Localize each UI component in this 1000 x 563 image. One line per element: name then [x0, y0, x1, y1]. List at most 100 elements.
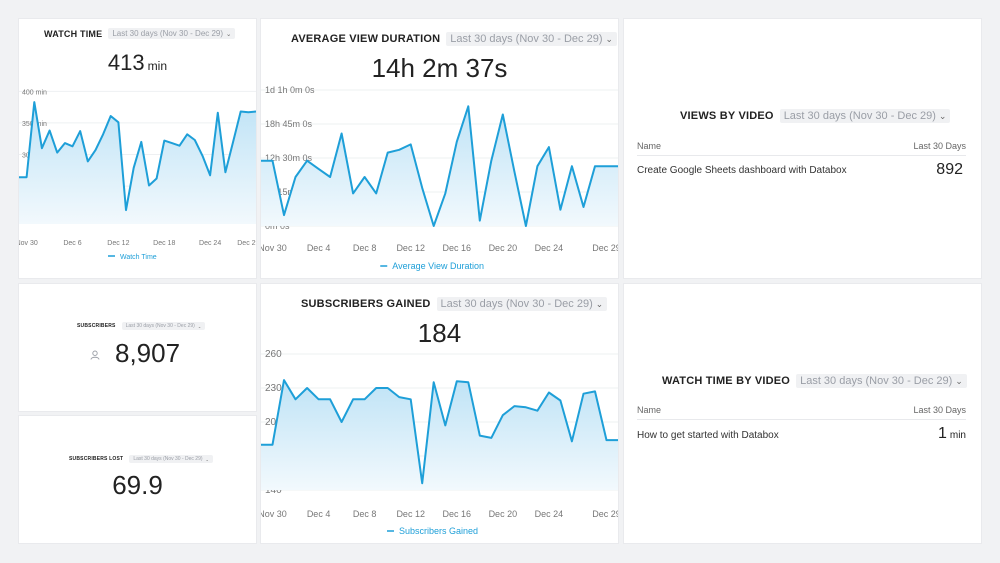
- chevron-down-icon: ⌄: [226, 30, 232, 38]
- avg-view-duration-header: AVERAGE VIEW DURATION Last 30 days (Nov …: [291, 32, 617, 46]
- views-by-video-row-name: Create Google Sheets dashboard with Data…: [637, 165, 847, 176]
- subscribers-gained-range-dropdown[interactable]: Last 30 days (Nov 30 - Dec 29) ⌄: [436, 297, 608, 311]
- series-line: [19, 101, 256, 212]
- x-tick-label: Dec 29: [592, 509, 618, 519]
- subscribers-value: 8,907: [115, 338, 181, 368]
- avg-view-duration-title: AVERAGE VIEW DURATION: [291, 33, 441, 45]
- x-tick-label: Dec 4: [307, 243, 331, 253]
- series-area: [261, 380, 618, 490]
- watch-time-by-video-card: WATCH TIME BY VIDEO Last 30 days (Nov 30…: [624, 284, 981, 543]
- watch-time-by-video-range-dropdown[interactable]: Last 30 days (Nov 30 - Dec 29) ⌄: [796, 374, 967, 388]
- views-by-video-col-period: Last 30 Days: [913, 141, 966, 151]
- chevron-down-icon: ⌄: [605, 33, 613, 44]
- y-tick-label: 140: [265, 485, 282, 496]
- legend-label: Watch Time: [120, 254, 157, 261]
- avg-view-duration-range-dropdown[interactable]: Last 30 days (Nov 30 - Dec 29) ⌄: [446, 32, 617, 46]
- watch-time-title: WATCH TIME: [44, 28, 103, 39]
- x-tick-label: Dec 12: [396, 243, 425, 253]
- x-tick-label: Dec 29: [592, 243, 618, 253]
- chevron-down-icon: ⌄: [938, 110, 947, 121]
- avg-view-duration-range-label: Last 30 days (Nov 30 - Dec 29): [450, 33, 603, 45]
- watch-time-by-video-title: WATCH TIME BY VIDEO: [662, 375, 791, 387]
- y-tick-label: 260: [265, 349, 282, 360]
- y-tick-label: 6h 15m 0s: [265, 187, 308, 197]
- avg-view-duration-value: 14h 2m 37s: [371, 53, 508, 83]
- x-tick-label: Dec 20: [489, 243, 518, 253]
- subscribers-gained-title: SUBSCRIBERS GAINED: [301, 298, 431, 310]
- subscribers-range-label: Last 30 days (Nov 30 - Dec 29): [125, 323, 195, 329]
- subscribers-lost-header: SUBSCRIBERS LOST Last 30 days (Nov 30 - …: [69, 455, 213, 463]
- x-tick-label: Dec 8: [353, 509, 377, 519]
- subscribers-range-dropdown[interactable]: Last 30 days (Nov 30 - Dec 29) ⌄: [121, 322, 206, 330]
- series-area: [19, 102, 256, 224]
- watch-time-number: 413: [107, 50, 145, 75]
- x-tick-label: Dec 18: [153, 240, 175, 247]
- watch-time-range-label: Last 30 days (Nov 30 - Dec 29): [112, 29, 224, 38]
- x-tick-label: Nov 30: [261, 243, 287, 253]
- series-line: [261, 105, 618, 227]
- subscribers-gained-range-label: Last 30 days (Nov 30 - Dec 29): [440, 298, 593, 310]
- views-by-video-card: VIEWS BY VIDEO Last 30 days (Nov 30 - De…: [624, 19, 981, 278]
- views-by-video-divider: [637, 155, 966, 156]
- subscribers-lost-title: SUBSCRIBERS LOST: [69, 456, 124, 462]
- y-tick-label: 18h 45m 0s: [265, 119, 313, 129]
- views-by-video-row-value: 892: [936, 161, 966, 179]
- chevron-down-icon: ⌄: [955, 375, 963, 386]
- y-tick-label: 400 min: [22, 89, 47, 96]
- chevron-down-icon: ⌄: [197, 323, 202, 329]
- x-tick-label: Dec 24: [535, 243, 564, 253]
- user-icon: [90, 350, 100, 360]
- subscribers-lost-range-label: Last 30 days (Nov 30 - Dec 29): [133, 456, 203, 462]
- x-tick-label: Nov 30: [19, 240, 38, 247]
- subscribers-gained-card: SUBSCRIBERS GAINED Last 30 days (Nov 30 …: [261, 284, 618, 543]
- subscribers-lost-range-dropdown[interactable]: Last 30 days (Nov 30 - Dec 29) ⌄: [129, 455, 213, 463]
- y-tick-label: 230: [265, 383, 282, 394]
- watch-time-by-video-header: WATCH TIME BY VIDEO Last 30 days (Nov 30…: [662, 374, 967, 388]
- watch-time-unit: min: [147, 59, 168, 73]
- x-tick-label: Dec 20: [489, 509, 518, 519]
- watch-time-range-dropdown[interactable]: Last 30 days (Nov 30 - Dec 29) ⌄: [108, 28, 236, 39]
- views-by-video-range-label: Last 30 days (Nov 30 - Dec 29): [783, 110, 936, 122]
- subscribers-lost-value: 69.9: [112, 470, 163, 500]
- watch-time-header: WATCH TIME Last 30 days (Nov 30 - Dec 29…: [44, 28, 236, 39]
- x-tick-label: Dec 24: [199, 240, 221, 247]
- watch-time-by-video-col-period: Last 30 Days: [913, 405, 966, 415]
- watch-time-by-video-col-name: Name: [637, 405, 662, 415]
- subscribers-title: SUBSCRIBERS: [77, 323, 116, 329]
- views-by-video-col-name: Name: [637, 141, 662, 151]
- x-tick-label: Dec 16: [443, 509, 472, 519]
- legend-label: Subscribers Gained: [399, 526, 478, 536]
- views-by-video-header: VIEWS BY VIDEO Last 30 days (Nov 30 - De…: [680, 109, 951, 123]
- x-tick-label: Dec 8: [353, 243, 377, 253]
- x-tick-label: Dec 16: [443, 243, 472, 253]
- views-by-video-range-dropdown[interactable]: Last 30 days (Nov 30 - Dec 29) ⌄: [779, 109, 951, 123]
- y-tick-label: 1d 1h 0m 0s: [265, 85, 315, 95]
- subscribers-gained-header: SUBSCRIBERS GAINED Last 30 days (Nov 30 …: [301, 297, 608, 311]
- watch-time-by-video-row-name: How to get started with Databox: [637, 430, 779, 441]
- watch-time-value: 413 min: [19, 50, 256, 76]
- series-line: [261, 379, 618, 485]
- x-tick-label: Dec 4: [307, 509, 331, 519]
- subscribers-header: SUBSCRIBERS Last 30 days (Nov 30 - Dec 2…: [77, 322, 206, 330]
- watch-time-by-video-row-unit: min: [949, 430, 966, 441]
- avg-view-duration-card: AVERAGE VIEW DURATION Last 30 days (Nov …: [261, 19, 618, 278]
- x-tick-label: Dec 24: [535, 509, 564, 519]
- chevron-down-icon: ⌄: [595, 298, 604, 309]
- chart-legend: Watch Time: [108, 254, 157, 261]
- x-tick-label: Dec 29: [237, 240, 256, 247]
- y-tick-label: 200: [265, 417, 282, 428]
- watch-time-by-video-row-number: 1: [937, 425, 947, 442]
- x-tick-label: Dec 12: [396, 509, 425, 519]
- views-by-video-title: VIEWS BY VIDEO: [680, 110, 774, 122]
- x-tick-label: Nov 30: [261, 509, 287, 519]
- watch-time-card: WATCH TIME Last 30 days (Nov 30 - Dec 29…: [19, 19, 256, 278]
- series-area: [261, 106, 618, 226]
- legend-label: Average View Duration: [392, 261, 484, 271]
- x-tick-label: Dec 12: [107, 240, 129, 247]
